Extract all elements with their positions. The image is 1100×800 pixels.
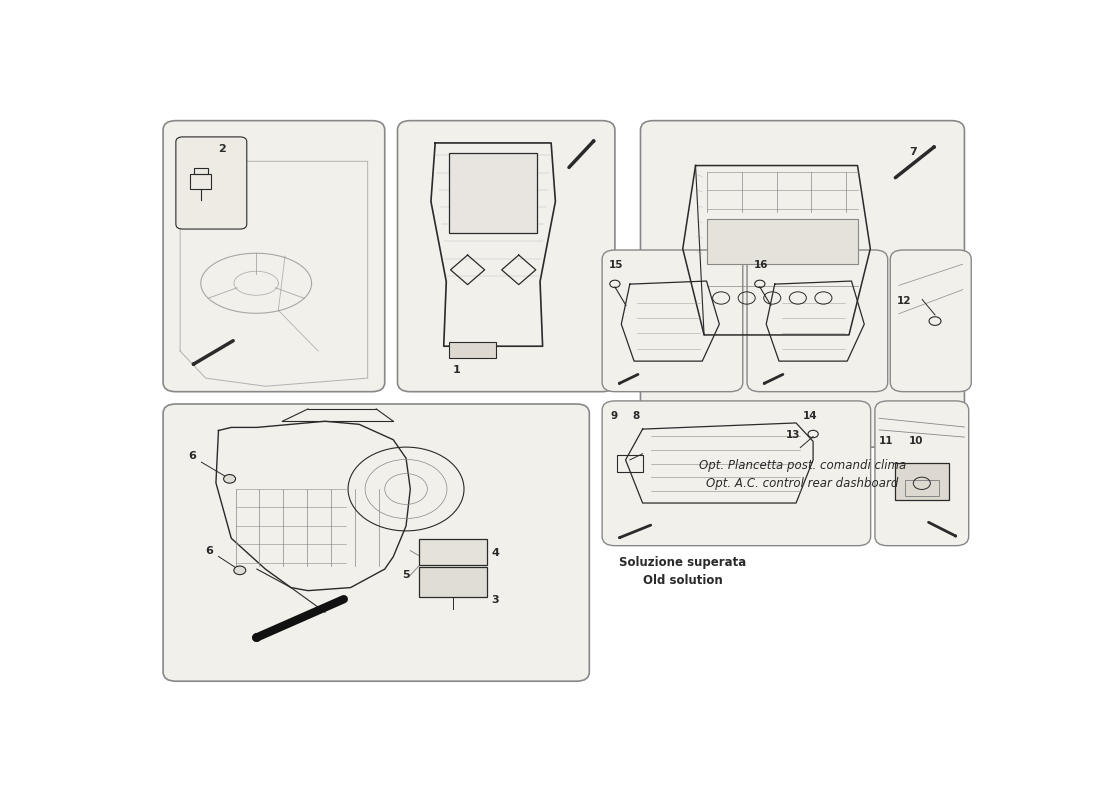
FancyBboxPatch shape bbox=[163, 404, 590, 682]
Circle shape bbox=[234, 566, 245, 574]
Bar bbox=[449, 342, 496, 358]
Text: Opt. Plancetta post. comandi clima: Opt. Plancetta post. comandi clima bbox=[698, 458, 906, 472]
Text: 6: 6 bbox=[189, 451, 197, 462]
Text: 16: 16 bbox=[754, 261, 769, 270]
Bar bbox=[449, 154, 538, 234]
Text: 4: 4 bbox=[492, 548, 499, 558]
Text: euro: euro bbox=[463, 292, 492, 302]
FancyBboxPatch shape bbox=[890, 250, 971, 392]
Text: 15: 15 bbox=[609, 261, 624, 270]
Text: euro: euro bbox=[273, 597, 308, 610]
Text: euro: euro bbox=[764, 320, 796, 333]
Text: 7: 7 bbox=[909, 146, 916, 157]
Text: 5: 5 bbox=[402, 570, 409, 580]
Bar bbox=[617, 455, 642, 472]
Text: 9: 9 bbox=[610, 411, 618, 422]
Bar bbox=[419, 539, 487, 565]
Text: 11: 11 bbox=[879, 436, 893, 446]
Text: spares: spares bbox=[326, 306, 367, 315]
FancyBboxPatch shape bbox=[747, 250, 888, 392]
Text: spares: spares bbox=[776, 475, 817, 486]
Circle shape bbox=[223, 474, 235, 483]
Text: 12: 12 bbox=[898, 296, 912, 306]
Text: 14: 14 bbox=[803, 411, 817, 422]
Text: 13: 13 bbox=[785, 430, 800, 440]
FancyBboxPatch shape bbox=[163, 121, 385, 392]
Text: 8: 8 bbox=[631, 411, 639, 422]
Text: Opt. A.C. control rear dashboard: Opt. A.C. control rear dashboard bbox=[706, 477, 899, 490]
Text: 3: 3 bbox=[492, 595, 499, 605]
Bar bbox=[904, 480, 939, 496]
FancyBboxPatch shape bbox=[397, 121, 615, 392]
Bar bbox=[190, 174, 211, 190]
Text: spares: spares bbox=[847, 320, 894, 333]
FancyBboxPatch shape bbox=[602, 250, 742, 392]
Text: Soluzione superata: Soluzione superata bbox=[619, 556, 746, 569]
Text: 6: 6 bbox=[206, 546, 213, 556]
Text: spares: spares bbox=[542, 292, 584, 302]
FancyBboxPatch shape bbox=[640, 121, 965, 447]
Text: euro: euro bbox=[695, 475, 724, 486]
FancyBboxPatch shape bbox=[874, 401, 969, 546]
Text: 2: 2 bbox=[219, 144, 227, 154]
Text: spares: spares bbox=[359, 597, 411, 610]
Text: Old solution: Old solution bbox=[642, 574, 723, 587]
FancyBboxPatch shape bbox=[176, 137, 246, 229]
FancyBboxPatch shape bbox=[602, 401, 871, 546]
Bar bbox=[419, 567, 487, 597]
Bar bbox=[894, 463, 949, 500]
Bar bbox=[706, 219, 858, 264]
Text: euro: euro bbox=[246, 306, 275, 315]
Text: 1: 1 bbox=[453, 365, 461, 375]
Bar bbox=[194, 168, 208, 174]
Text: 10: 10 bbox=[909, 436, 924, 446]
